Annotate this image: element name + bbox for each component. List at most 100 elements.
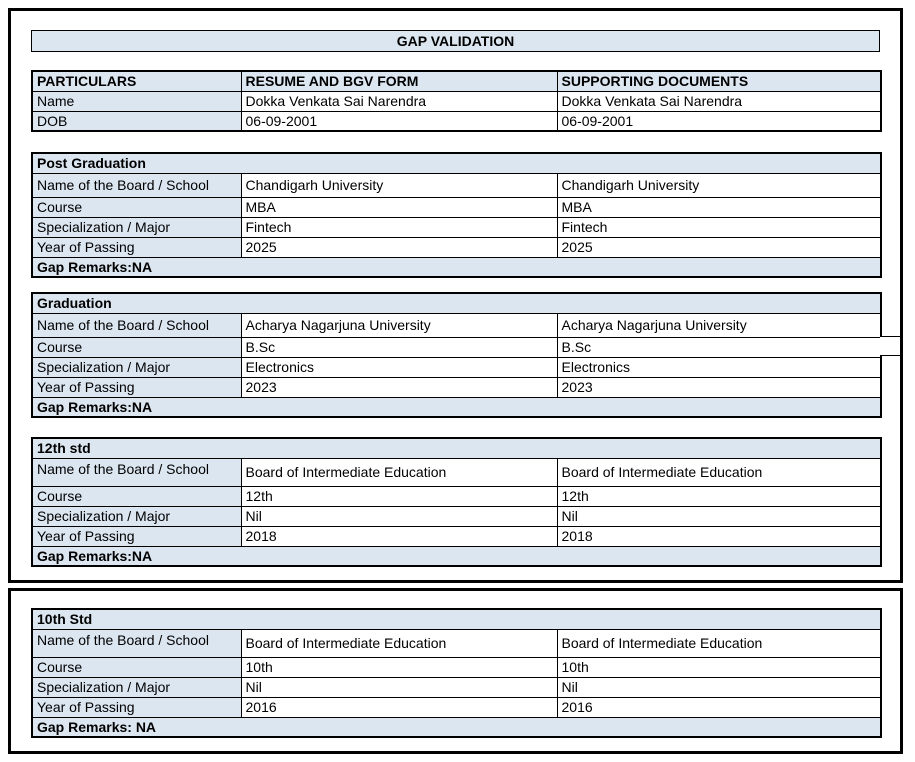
section-title-row: 10th Std <box>31 608 882 630</box>
supporting-value-cell: Fintech <box>556 216 882 238</box>
row-label-cell: Year of Passing <box>31 376 242 398</box>
resume-value-cell: 06-09-2001 <box>240 110 558 132</box>
table-row: Course MBA MBA <box>31 196 882 218</box>
table-row: Name of the Board / School Acharya Nagar… <box>31 312 882 338</box>
table-header-row: PARTICULARS RESUME AND BGV FORM SUPPORTI… <box>31 70 882 92</box>
header-supporting-docs: SUPPORTING DOCUMENTS <box>556 70 882 92</box>
section-title: Graduation <box>31 292 882 314</box>
row-label-cell: Course <box>31 196 242 218</box>
table-row: Name of the Board / School Chandigarh Un… <box>31 172 882 198</box>
supporting-value-cell: 10th <box>556 656 882 678</box>
row-label-cell: DOB <box>31 110 242 132</box>
supporting-value-cell: Board of Intermediate Education <box>556 628 882 658</box>
resume-value-cell: Acharya Nagarjuna University <box>240 312 558 338</box>
row-label-cell: Name of the Board / School <box>31 172 242 198</box>
section-title-row: 12th std <box>31 437 882 459</box>
table-row: Specialization / Major Electronics Elect… <box>31 356 882 378</box>
section-table-post-graduation: Post Graduation Name of the Board / Scho… <box>31 152 883 278</box>
section-table-12th-std: 12th std Name of the Board / School Boar… <box>31 437 883 567</box>
resume-value-cell: Chandigarh University <box>240 172 558 198</box>
table-row: Year of Passing 2025 2025 <box>31 236 882 258</box>
gap-remarks-row: Gap Remarks:NA <box>31 256 882 278</box>
resume-value-cell: B.Sc <box>240 336 558 358</box>
gap-remarks: Gap Remarks:NA <box>31 545 882 567</box>
supporting-value-cell: B.Sc <box>556 336 882 358</box>
resume-value-cell: Board of Intermediate Education <box>240 628 558 658</box>
row-label-cell: Year of Passing <box>31 236 242 258</box>
table-row: Course 10th 10th <box>31 656 882 678</box>
supporting-value-cell: Electronics <box>556 356 882 378</box>
resume-value-cell: 2023 <box>240 376 558 398</box>
supporting-value-cell: 06-09-2001 <box>556 110 882 132</box>
supporting-value-cell: Chandigarh University <box>556 172 882 198</box>
supporting-value-cell: 2025 <box>556 236 882 258</box>
resume-value-cell: 2018 <box>240 525 558 547</box>
row-label-cell: Name of the Board / School <box>31 457 242 487</box>
outer-frame-top <box>8 8 903 583</box>
section-title: Post Graduation <box>31 152 882 174</box>
particulars-table: PARTICULARS RESUME AND BGV FORM SUPPORTI… <box>31 70 882 132</box>
supporting-value-cell: Dokka Venkata Sai Narendra <box>556 90 882 112</box>
supporting-value-cell: Nil <box>556 505 882 527</box>
supporting-value-cell: 2016 <box>556 696 882 718</box>
table-row: Specialization / Major Nil Nil <box>31 676 882 698</box>
table-row: Name of the Board / School Board of Inte… <box>31 628 882 658</box>
gap-remarks: Gap Remarks:NA <box>31 396 882 418</box>
supporting-value-cell: Board of Intermediate Education <box>556 457 882 487</box>
row-label-cell: Specialization / Major <box>31 676 242 698</box>
row-label-cell: Specialization / Major <box>31 505 242 527</box>
gap-remarks-row: Gap Remarks:NA <box>31 545 882 567</box>
table-row: Year of Passing 2023 2023 <box>31 376 882 398</box>
section-title: 12th std <box>31 437 882 459</box>
supporting-value-cell: MBA <box>556 196 882 218</box>
resume-value-cell: Nil <box>240 676 558 698</box>
section-table-10th-std: 10th Std Name of the Board / School Boar… <box>31 608 883 738</box>
row-label-cell: Specialization / Major <box>31 356 242 378</box>
gap-remarks: Gap Remarks: NA <box>31 716 882 738</box>
table-row: Year of Passing 2018 2018 <box>31 525 882 547</box>
table-row: Course 12th 12th <box>31 485 882 507</box>
row-label-cell: Course <box>31 336 242 358</box>
resume-value-cell: Nil <box>240 505 558 527</box>
table-row: Year of Passing 2016 2016 <box>31 696 882 718</box>
table-row: Specialization / Major Fintech Fintech <box>31 216 882 238</box>
row-label-cell: Name <box>31 90 242 112</box>
row-label-cell: Name of the Board / School <box>31 628 242 658</box>
row-label-cell: Year of Passing <box>31 525 242 547</box>
table-row: Course B.Sc B.Sc <box>31 336 882 358</box>
section-title: 10th Std <box>31 608 882 630</box>
gap-remarks-row: Gap Remarks: NA <box>31 716 882 738</box>
overflow-cell <box>880 336 900 356</box>
supporting-value-cell: 2023 <box>556 376 882 398</box>
section-table-graduation: Graduation Name of the Board / School Ac… <box>31 292 883 418</box>
supporting-value-cell: 12th <box>556 485 882 507</box>
supporting-value-cell: Acharya Nagarjuna University <box>556 312 882 338</box>
header-particulars: PARTICULARS <box>31 70 242 92</box>
header-resume-bgv: RESUME AND BGV FORM <box>240 70 558 92</box>
resume-value-cell: 12th <box>240 485 558 507</box>
row-label-cell: Year of Passing <box>31 696 242 718</box>
supporting-value-cell: 2018 <box>556 525 882 547</box>
gap-remarks: Gap Remarks:NA <box>31 256 882 278</box>
table-row: DOB 06-09-2001 06-09-2001 <box>31 110 882 132</box>
resume-value-cell: Fintech <box>240 216 558 238</box>
resume-value-cell: 2016 <box>240 696 558 718</box>
table-row: Name Dokka Venkata Sai Narendra Dokka Ve… <box>31 90 882 112</box>
outer-frame-bottom <box>8 588 903 754</box>
resume-value-cell: Electronics <box>240 356 558 378</box>
section-title-row: Post Graduation <box>31 152 882 174</box>
section-title-row: Graduation <box>31 292 882 314</box>
resume-value-cell: Dokka Venkata Sai Narendra <box>240 90 558 112</box>
page-title: GAP VALIDATION <box>31 30 880 52</box>
table-row: Name of the Board / School Board of Inte… <box>31 457 882 487</box>
resume-value-cell: 10th <box>240 656 558 678</box>
resume-value-cell: Board of Intermediate Education <box>240 457 558 487</box>
resume-value-cell: 2025 <box>240 236 558 258</box>
row-label-cell: Course <box>31 656 242 678</box>
resume-value-cell: MBA <box>240 196 558 218</box>
row-label-cell: Course <box>31 485 242 507</box>
row-label-cell: Name of the Board / School <box>31 312 242 338</box>
row-label-cell: Specialization / Major <box>31 216 242 238</box>
supporting-value-cell: Nil <box>556 676 882 698</box>
